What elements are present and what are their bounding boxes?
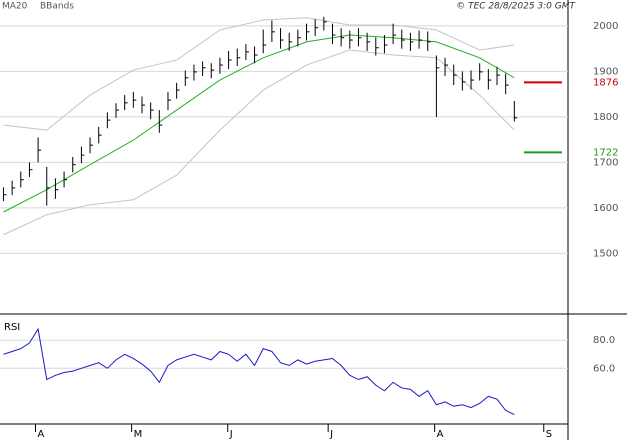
copyright: © TEC 28/8/2025 3:0 GMT (456, 2, 576, 12)
level-label: 1876 (593, 77, 618, 88)
x-tick-label: J (329, 429, 333, 440)
x-tick-label: S (546, 429, 552, 440)
x-tick-label: J (229, 429, 233, 440)
legend-entry: BBands (40, 2, 74, 12)
rsi-line (3, 327, 515, 416)
level-label: 1722 (593, 147, 618, 158)
bband-upper (3, 17, 515, 131)
ma-line (3, 34, 515, 213)
legend-entry: MA20 (2, 2, 28, 12)
rsi-label: RSI (4, 322, 20, 333)
y-tick-label: 60.0 (593, 363, 615, 374)
x-tick-label: M (134, 429, 143, 440)
y-tick-label: 2000 (593, 21, 618, 32)
y-tick-label: 80.0 (593, 335, 615, 346)
y-tick-label: 1600 (593, 203, 618, 214)
y-tick-label: 1700 (593, 157, 618, 168)
x-tick-label: A (437, 429, 444, 440)
y-tick-label: 1900 (593, 66, 618, 77)
y-tick-label: 1800 (593, 112, 618, 123)
y-tick-label: 1500 (593, 248, 618, 259)
x-tick-label: A (38, 429, 45, 440)
